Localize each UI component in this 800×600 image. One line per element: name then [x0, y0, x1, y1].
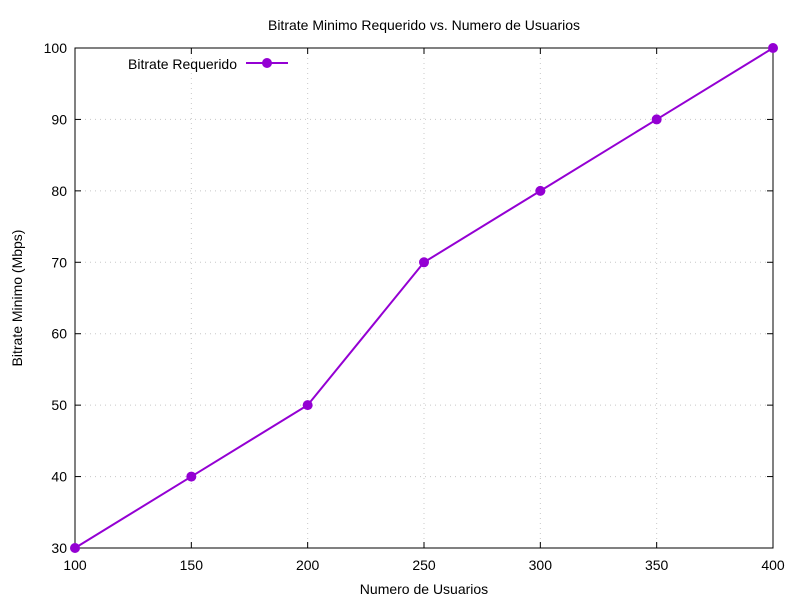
y-axis-label: Bitrate Minimo (Mbps) [9, 230, 25, 367]
x-tick-labels: 100 150 200 250 300 350 400 [63, 557, 785, 573]
data-point [651, 114, 662, 125]
data-point [419, 257, 429, 268]
x-tick-label: 400 [761, 557, 785, 573]
data-point [186, 471, 197, 482]
y-tick-label: 30 [51, 540, 67, 556]
x-tick-label: 100 [63, 557, 87, 573]
data-point [302, 400, 313, 411]
x-tick-label: 300 [529, 557, 553, 573]
legend: Bitrate Requerido [128, 56, 288, 72]
x-axis-label: Numero de Usuarios [360, 581, 488, 597]
series-layer [70, 43, 778, 553]
y-tick-label: 80 [51, 183, 67, 199]
y-tick-label: 50 [51, 397, 67, 413]
y-tick-label: 70 [51, 254, 67, 270]
chart-title: Bitrate Minimo Requerido vs. Numero de U… [268, 17, 580, 33]
y-tick-label: 100 [44, 40, 68, 56]
legend-label: Bitrate Requerido [128, 56, 237, 72]
y-tick-label: 60 [51, 326, 67, 342]
grid-lines [75, 48, 773, 548]
y-tick-label: 90 [51, 111, 67, 127]
y-tick-labels: 30 40 50 60 70 80 90 100 [44, 40, 68, 556]
x-tick-label: 150 [180, 557, 204, 573]
y-tick-label: 40 [51, 469, 67, 485]
data-point [70, 543, 80, 553]
x-tick-label: 350 [645, 557, 669, 573]
data-point [768, 43, 778, 53]
x-tick-label: 200 [296, 557, 320, 573]
data-point [535, 185, 546, 196]
legend-marker [262, 58, 272, 68]
x-tick-label: 250 [412, 557, 436, 573]
